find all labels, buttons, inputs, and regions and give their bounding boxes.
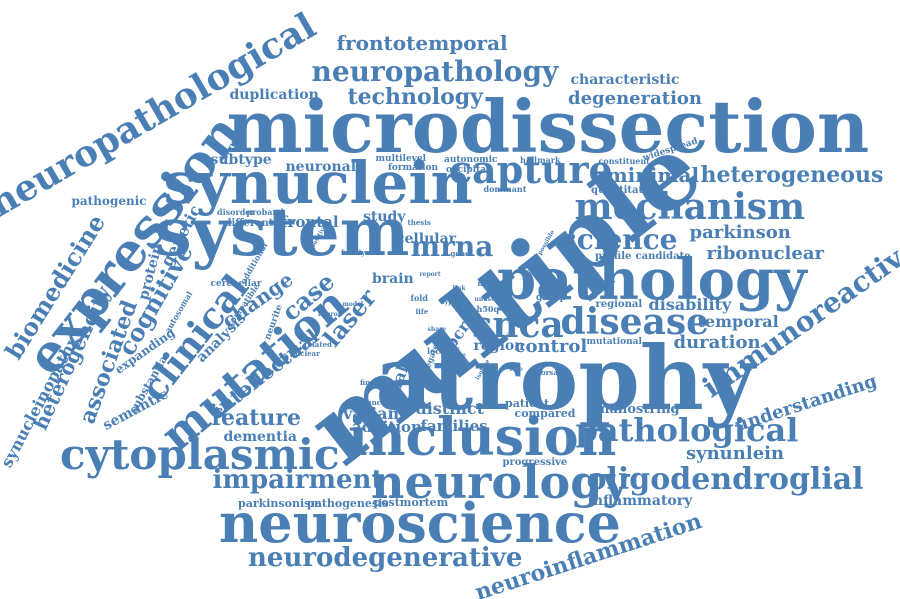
word-control: control [514,336,588,357]
word-atrophy: atrophy [375,326,755,430]
word-postmortem: postmortem [373,495,449,509]
word-pathology: pathology [497,247,807,313]
word-link: link [452,285,466,292]
word-model: model [342,301,364,308]
word-share: share [427,326,447,333]
word-unusual: unusual [474,296,502,303]
word-neuropathology: neuropathology [311,55,559,88]
word-function: function [363,397,397,407]
word-cytoplasmic: cytoplasmic [60,430,340,479]
word-novel: novel [477,278,499,288]
word-occipital: occipital [446,164,490,175]
word-formation: formation [388,162,439,173]
word-dominant: dominant [483,184,527,194]
word-inclusion: inclusion [348,407,617,468]
word-variant: variant [343,404,407,423]
word-parkinsonism: parkinsonism [238,496,322,510]
word-technology: technology [347,84,483,110]
word-characteristic: characteristic [570,72,680,88]
word-snca: snca [472,304,564,346]
word-constituent: constituent [598,156,650,166]
word-role: role [509,366,523,373]
word-subtype: subtype [210,152,272,168]
word-family: family [341,247,366,257]
word-ribonuclear: ribonuclear [706,243,824,264]
word-pathogenic: pathogenic [71,194,147,208]
word-regional: regional [595,299,643,310]
word-study: study [363,209,406,225]
word-heterogeneous: heterogeneous [700,162,884,188]
word-frontotemporal: frontotemporal [336,31,508,55]
word-inflammatory: inflammatory [587,493,693,509]
word-related: related [304,339,332,349]
word-microdissection: microdissection [226,84,870,169]
word-quantitative: quantitative [591,185,660,196]
word-candidate: candidate [635,251,691,262]
word-duration: duration [673,332,761,353]
word-neurodegenerative: neurodegenerative [248,543,523,573]
word-mechanism: mechanism [574,186,806,228]
word-multilevel: multilevel [375,153,427,164]
word-proband: proband [246,207,284,217]
word-impairment: impairment [212,465,384,495]
word-region: region [473,338,525,354]
word-progressive: progressive [502,457,568,468]
word-duplication: duplication [229,87,319,103]
word-cellular: cellular [396,231,457,247]
word-mutational: mutational [586,336,642,347]
word-degeneration: degeneration [568,88,703,109]
word-pathogenesis: pathogenesis [307,496,389,510]
word-neuron: neuron [318,311,343,318]
word-locus: locus [427,346,451,356]
word-neurology: neurology [371,455,630,509]
word-oligodendroglial: oligodendroglial [586,462,864,497]
word-dorsal: dorsal [536,367,561,377]
word-fold: fold [410,293,428,303]
word-compared: compared [514,406,576,420]
word-h50q: h50q [476,304,500,314]
word-neuronal: neuronal [285,159,357,175]
word-parkinson: parkinson [689,222,791,243]
word-dementia: dementia [223,429,297,445]
word-capture: capture [449,147,613,192]
word-disability: disability [648,295,732,314]
word-pathological: pathological [575,411,799,449]
word-neuroscience: neuroscience [219,491,621,555]
word-nuclear: nuclear [290,348,320,358]
word-hallmark: hallmark [520,155,561,165]
word-group: group [536,292,566,303]
word-families: families [420,416,488,435]
word-system: system [154,193,410,271]
word-finding: finding [360,377,388,387]
word-gene: gene [450,248,470,258]
word-disorder: disorder [217,207,255,217]
word-synuclein: synuclein [163,149,473,217]
word-minimal: minimal [606,163,700,187]
word-disease: disease [560,301,710,343]
word-addition: addition [352,417,422,436]
word-synunlein: synunlein [686,443,785,464]
word-profile: profile [595,251,632,262]
word-brain: brain [372,271,414,287]
word-cerebellar: cerebellar [210,278,262,289]
word-nanostring: nanostring [600,401,680,417]
word-different: different [224,218,274,229]
word-feature: feature [211,405,301,431]
word-report: report [419,271,441,278]
word-thesis: thesis [407,217,431,227]
word-autonomic: autonomic [444,154,498,165]
word-frontal: frontal [281,212,339,231]
word-science: science [561,223,678,256]
word-mrna: mrna [410,230,494,263]
word-temporal: temporal [697,312,779,331]
word-type: type [442,299,457,306]
word-patient: patient [505,396,550,410]
word-life: life [415,306,429,316]
word-distinct: distinct [415,399,485,418]
